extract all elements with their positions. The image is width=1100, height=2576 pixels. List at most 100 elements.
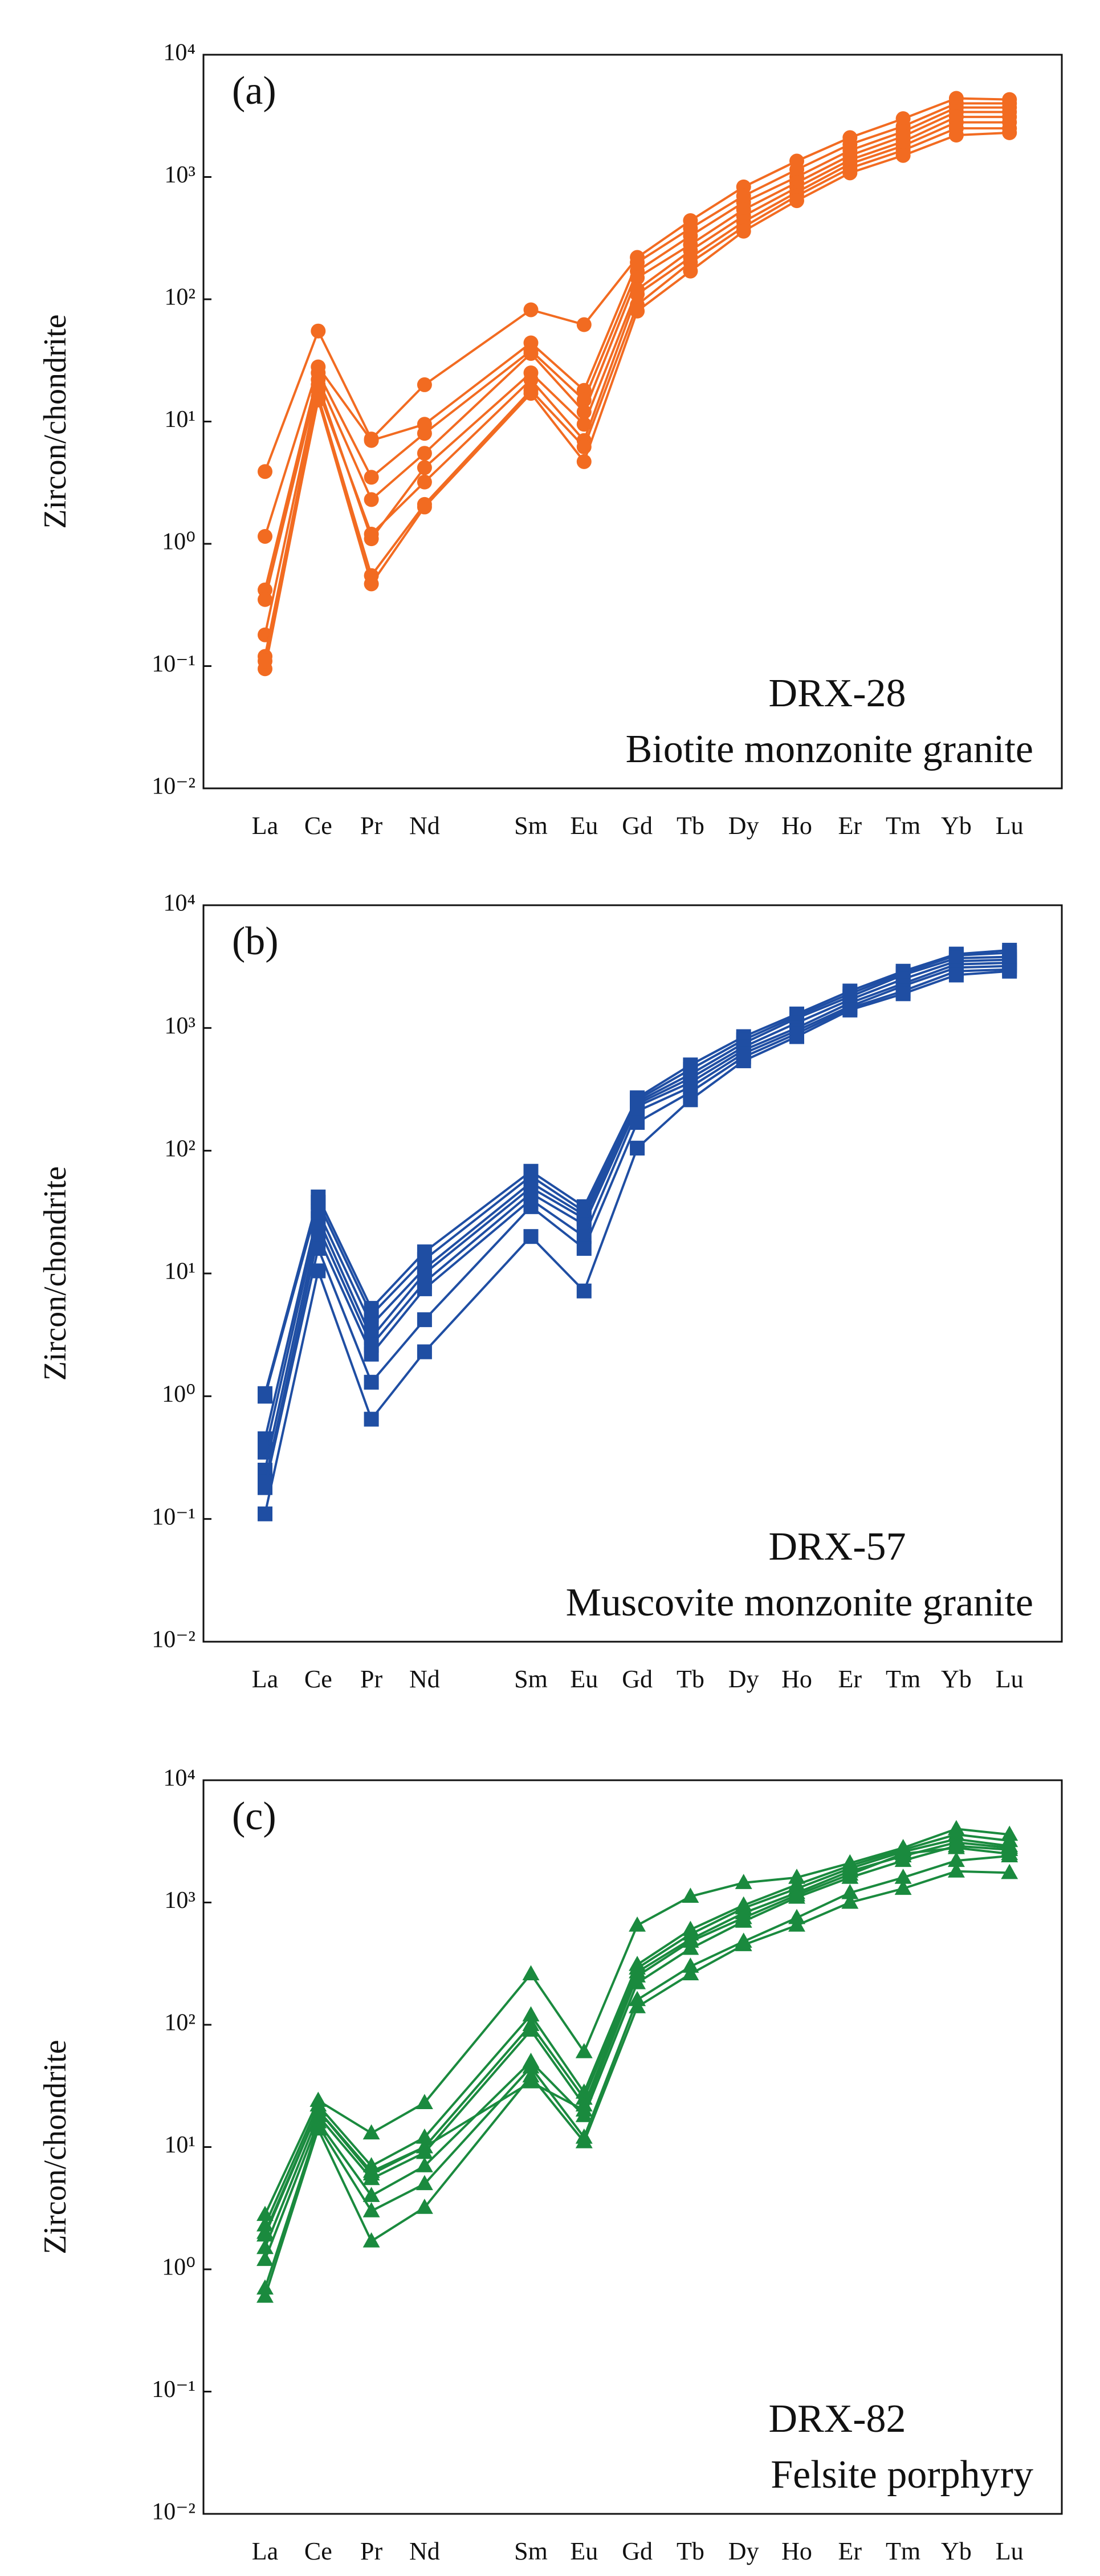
x-tick-label: Tm xyxy=(886,1665,920,1693)
y-tick-label: 10⁻¹ xyxy=(152,2376,195,2403)
series-line xyxy=(264,1846,1010,2233)
x-tick-label: Lu xyxy=(996,2537,1024,2565)
marker xyxy=(311,1241,326,1256)
x-tick-label: Yb xyxy=(941,2537,972,2565)
marker xyxy=(362,2124,380,2140)
marker xyxy=(309,2120,327,2136)
marker xyxy=(258,528,272,544)
x-tick-label: Gd xyxy=(622,2537,653,2565)
marker xyxy=(364,1411,379,1427)
marker xyxy=(309,2101,327,2117)
rock-label: Felsite porphyry xyxy=(771,2453,1033,2497)
y-tick-label: 10⁻¹ xyxy=(152,651,195,677)
x-tick-label: Tm xyxy=(886,812,920,840)
marker xyxy=(417,474,432,490)
x-tick-label: Eu xyxy=(570,2537,598,2565)
y-tick-label: 10⁻² xyxy=(152,774,195,800)
series-line xyxy=(264,970,1010,1515)
marker xyxy=(364,470,379,485)
marker xyxy=(576,317,592,332)
marker xyxy=(523,372,539,388)
x-tick-label: Nd xyxy=(409,812,440,840)
x-tick-label: Pr xyxy=(360,2537,382,2565)
x-tick-label: Eu xyxy=(570,812,598,840)
x-tick-label: Er xyxy=(838,1665,862,1693)
sample-label: DRX-28 xyxy=(768,672,906,715)
marker xyxy=(311,1263,326,1279)
marker xyxy=(841,1883,859,1899)
marker xyxy=(842,1002,858,1018)
series-line xyxy=(264,1845,1010,2260)
marker xyxy=(895,148,911,163)
y-tick-label: 10² xyxy=(164,2010,195,2036)
marker xyxy=(630,1141,645,1156)
marker xyxy=(630,270,645,286)
x-tick-label: Yb xyxy=(941,1665,972,1693)
marker xyxy=(417,426,432,441)
rock-label: Muscovite monzonite granite xyxy=(566,1581,1033,1625)
x-tick-label: Tb xyxy=(677,1665,704,1693)
marker xyxy=(630,287,645,302)
marker xyxy=(415,2138,433,2154)
marker xyxy=(362,2202,380,2217)
marker xyxy=(894,1845,912,1861)
marker xyxy=(629,1998,646,2013)
panel-label: (c) xyxy=(232,1794,276,1838)
marker xyxy=(630,303,645,319)
marker xyxy=(630,1115,645,1130)
x-tick-label: Dy xyxy=(728,812,759,840)
series-line xyxy=(264,121,1010,657)
marker xyxy=(362,2187,380,2202)
marker xyxy=(735,1936,752,1951)
x-tick-label: La xyxy=(252,2537,278,2565)
series-line xyxy=(264,102,1010,537)
series-line xyxy=(264,961,1010,1471)
x-tick-label: Dy xyxy=(728,1665,759,1693)
marker xyxy=(682,1887,699,1903)
y-tick-label: 10¹ xyxy=(164,2132,195,2158)
x-tick-label: Sm xyxy=(514,1665,548,1693)
marker xyxy=(523,1199,539,1214)
marker xyxy=(948,128,964,143)
marker xyxy=(1002,125,1017,140)
marker xyxy=(417,460,432,475)
series-line xyxy=(264,1870,1010,2297)
x-tick-label: Nd xyxy=(409,2537,440,2565)
marker xyxy=(311,392,326,408)
x-tick-label: Ce xyxy=(304,2537,332,2565)
x-tick-label: Yb xyxy=(941,812,972,840)
x-tick-label: Dy xyxy=(728,2537,759,2565)
marker xyxy=(415,2128,433,2144)
marker xyxy=(682,1965,699,1981)
y-axis-label: Zircon/chondrite xyxy=(38,1166,73,1381)
marker xyxy=(682,1958,699,1973)
marker xyxy=(523,346,539,361)
marker xyxy=(415,2199,433,2214)
marker xyxy=(415,2094,433,2109)
series-line xyxy=(264,1828,1010,2215)
x-tick-label: Sm xyxy=(514,812,548,840)
marker xyxy=(894,1869,912,1884)
series-line xyxy=(264,97,1010,472)
marker xyxy=(576,1283,592,1299)
y-axis-label: Zircon/chondrite xyxy=(38,314,73,528)
marker xyxy=(258,464,272,479)
y-tick-label: 10⁻¹ xyxy=(152,1504,195,1530)
marker xyxy=(415,2157,433,2172)
series-line xyxy=(264,968,1010,1488)
marker xyxy=(417,1281,432,1296)
y-tick-label: 10² xyxy=(164,284,195,311)
series-line xyxy=(264,1833,1010,2226)
plot-frame xyxy=(202,54,1063,790)
marker xyxy=(629,1916,646,1932)
marker xyxy=(523,1229,539,1244)
x-tick-label: Eu xyxy=(570,1665,598,1693)
marker xyxy=(629,1967,646,1983)
series-line xyxy=(264,127,1010,669)
x-tick-label: Er xyxy=(838,812,862,840)
x-tick-label: Lu xyxy=(996,812,1024,840)
series-line xyxy=(264,111,1010,600)
marker xyxy=(417,1312,432,1328)
